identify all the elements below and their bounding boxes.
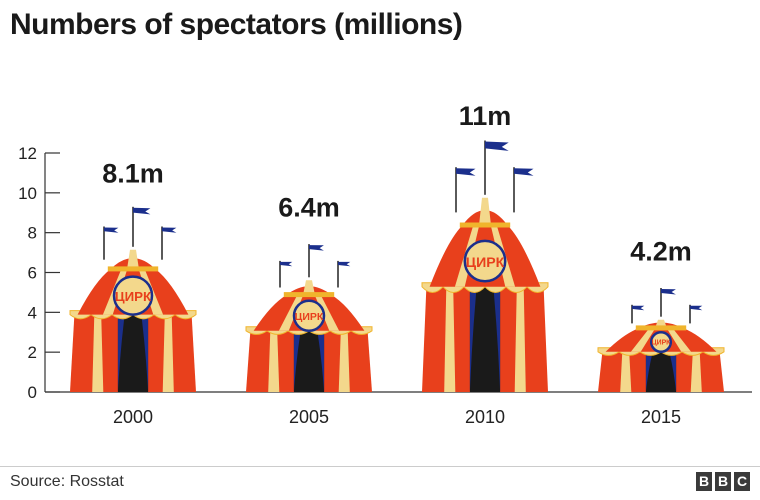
y-tick-label: 2 xyxy=(28,343,37,362)
x-tick-label: 2015 xyxy=(641,407,681,427)
bbc-logo-letter: B xyxy=(715,472,731,491)
pennant-flag xyxy=(514,168,534,176)
tent-stripe xyxy=(92,314,104,392)
pennant-flag xyxy=(338,261,351,267)
value-label: 6.4m xyxy=(278,193,340,223)
tent-curtain-right xyxy=(491,265,501,392)
cap-stripe xyxy=(479,197,491,226)
cap-stripe xyxy=(303,280,315,296)
circus-sign-text: ЦИРК xyxy=(466,254,505,270)
cap-stripe xyxy=(127,249,139,270)
footer-divider xyxy=(0,466,760,467)
tent-collar xyxy=(107,266,159,272)
tent-curtain-right xyxy=(315,318,325,392)
roof-stripe xyxy=(666,328,692,352)
pennant-flag xyxy=(309,245,324,251)
tent-curtain-right xyxy=(139,298,149,392)
pennant-flag xyxy=(661,289,676,295)
y-tick-label: 12 xyxy=(18,144,37,163)
tent-stripe xyxy=(620,351,632,392)
tent-bar: ЦИРК xyxy=(69,206,197,392)
tent-bar: ЦИРК xyxy=(597,288,725,392)
value-label: 4.2m xyxy=(630,236,692,266)
circus-sign xyxy=(292,299,326,333)
circus-sign xyxy=(112,275,154,316)
x-tick-label: 2000 xyxy=(113,407,153,427)
bbc-logo-letter: C xyxy=(734,472,750,491)
circus-sign-text: ЦИРК xyxy=(295,311,324,323)
pennant-flag xyxy=(456,168,476,176)
pennant-flag xyxy=(104,227,119,233)
circus-sign-text: ЦИРК xyxy=(652,340,672,347)
pennant-flag xyxy=(485,141,509,151)
y-tick-label: 10 xyxy=(18,184,37,203)
tent-curtain-left xyxy=(293,318,303,392)
pennant-flag xyxy=(162,227,177,233)
tent-stripe xyxy=(514,286,526,392)
pennant-flag xyxy=(632,305,645,311)
y-tick-label: 6 xyxy=(28,264,37,283)
pennant-flag xyxy=(280,261,293,267)
tent-collar xyxy=(635,325,687,331)
roof-stripe xyxy=(278,295,304,331)
source-note: Source: Rosstat xyxy=(10,473,124,490)
tent-stripe xyxy=(690,351,702,392)
tent-bar: ЦИРК xyxy=(245,244,373,392)
tent-stripe xyxy=(444,286,456,392)
tent-curtain-left xyxy=(469,265,479,392)
value-label: 11m xyxy=(459,101,512,131)
bbc-logo-letter: B xyxy=(696,472,712,491)
circus-sign xyxy=(463,239,507,283)
y-tick-label: 4 xyxy=(28,303,37,322)
tent-stripe xyxy=(338,330,350,392)
x-tick-label: 2010 xyxy=(465,407,505,427)
y-tick-label: 0 xyxy=(28,383,37,402)
circus-sign-text: ЦИРК xyxy=(115,289,152,304)
tent-collar xyxy=(459,222,511,228)
value-label: 8.1m xyxy=(102,159,164,189)
x-tick-label: 2005 xyxy=(289,407,329,427)
chart-title: Numbers of spectators (millions) xyxy=(10,8,463,41)
tent-collar xyxy=(283,292,335,298)
circus-sign xyxy=(649,330,673,354)
tent-stripe xyxy=(162,314,174,392)
tent-stripe xyxy=(268,330,280,392)
tent-bar: ЦИРК xyxy=(421,140,549,392)
roof-stripe xyxy=(314,295,340,331)
roof-stripe xyxy=(630,328,656,352)
bbc-logo: B B C xyxy=(696,472,750,491)
pennant-flag xyxy=(690,305,703,311)
y-tick-label: 8 xyxy=(28,224,37,243)
tent-curtain-left xyxy=(117,298,127,392)
chart-area: 0 2 4 6 8 10 12 ЦИРК 8.1m 2000 ЦИРК 6.4m 2005 ЦИРК 11m… xyxy=(18,101,752,427)
pennant-flag xyxy=(133,207,151,215)
